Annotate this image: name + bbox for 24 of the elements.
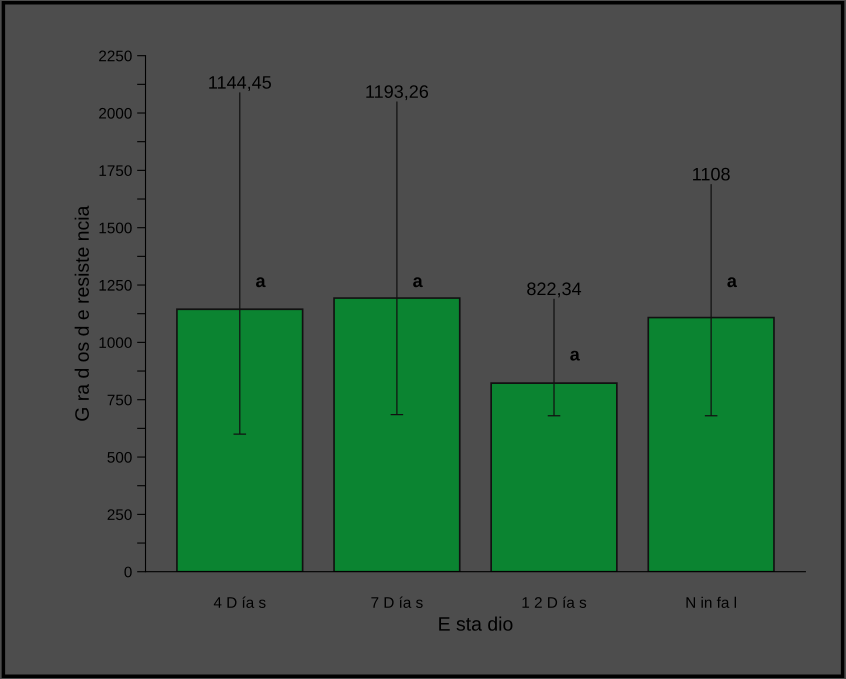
annotation: a <box>256 277 266 288</box>
y-tick-label: 1500 <box>100 222 132 234</box>
y-axis-title: G ra d os d e resiste ncia <box>74 206 89 421</box>
annotation: 1144,45 <box>209 76 271 91</box>
y-tick-label: 1750 <box>100 165 132 176</box>
x-tick-label: 4 D ía s <box>214 596 266 608</box>
x-tick-label: 1 2 D ía s <box>522 596 586 608</box>
x-axis-title: E sta dio <box>439 616 512 631</box>
y-tick-label: 0 <box>124 566 132 578</box>
annotation: a <box>413 277 423 288</box>
y-tick-label: 750 <box>108 394 132 406</box>
annotation: 1108 <box>693 168 730 181</box>
y-tick-label: 2250 <box>99 50 132 62</box>
x-tick-label: 7 D ía s <box>371 596 423 608</box>
annotation: 822,34 <box>527 282 582 298</box>
annotation: a <box>727 277 737 288</box>
y-tick-label: 250 <box>108 509 132 520</box>
y-tick-label: 500 <box>107 452 132 463</box>
y-tick-label: 1000 <box>100 337 132 348</box>
y-tick-label: 1250 <box>100 280 132 291</box>
annotation: 1193,26 <box>366 85 428 100</box>
y-tick-label: 2000 <box>99 108 132 119</box>
annotation: a <box>570 350 580 361</box>
x-tick-label: N in fa l <box>686 596 736 608</box>
